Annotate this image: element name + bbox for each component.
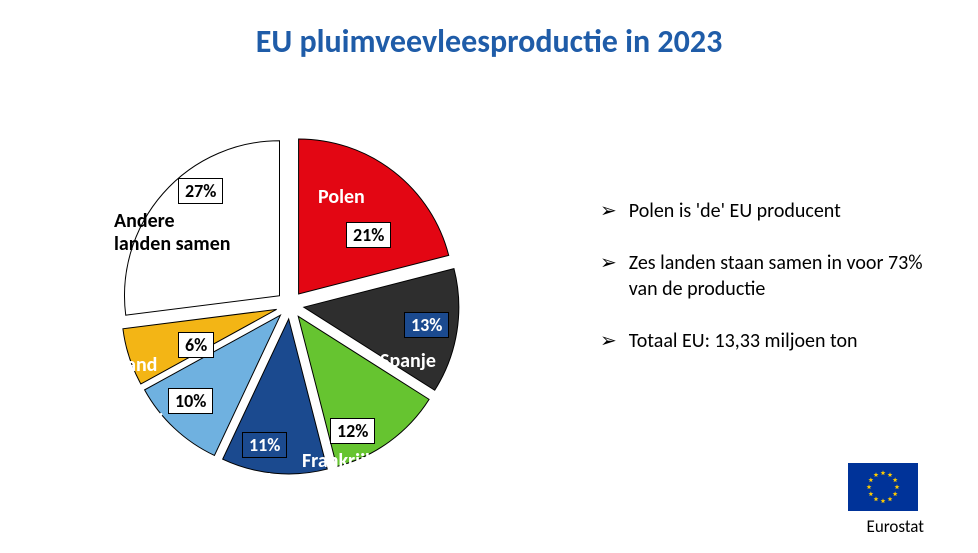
bullet-item: ➢ Polen is 'de' EU producent [600, 198, 950, 224]
slice-percent: 21% [346, 222, 391, 248]
slice-percent: 10% [168, 388, 213, 414]
bullet-item: ➢ Zes landen staan samen in voor 73% van… [600, 250, 950, 302]
slice-percent: 6% [178, 332, 214, 358]
bullet-text: Totaal EU: 13,33 miljoen ton [629, 328, 858, 354]
slice-name: Spanje [380, 350, 436, 373]
bullet-text: Polen is 'de' EU producent [629, 198, 841, 224]
chevron-right-icon: ➢ [600, 328, 617, 354]
slice-name: Anderelanden samen [114, 210, 231, 256]
slice-name: Duitsland [192, 470, 271, 493]
bullet-text: Zes landen staan samen in voor 73% van d… [629, 250, 950, 302]
page-title: EU pluimveevleesproductie in 2023 [0, 22, 978, 61]
slice-percent: 11% [242, 432, 287, 458]
slice-percent: 27% [178, 178, 223, 204]
pie-chart: 21% Polen 13% Spanje 12% Frankrijk 11% Duitslan… [30, 80, 550, 530]
slice-percent: 12% [330, 418, 375, 444]
slice-name: Frankrijk [302, 450, 375, 473]
slice-name: Nederland [70, 354, 157, 377]
pie-slice [299, 139, 449, 294]
eu-flag-icon [848, 463, 918, 511]
bullet-list: ➢ Polen is 'de' EU producent ➢ Zes lande… [600, 198, 950, 380]
slice-name: Italië [122, 410, 164, 433]
chevron-right-icon: ➢ [600, 250, 617, 302]
slice-name: Polen [318, 186, 365, 209]
bullet-item: ➢ Totaal EU: 13,33 miljoen ton [600, 328, 950, 354]
source-label: Eurostat [867, 516, 924, 537]
slice-percent: 13% [404, 312, 449, 338]
chevron-right-icon: ➢ [600, 198, 617, 224]
